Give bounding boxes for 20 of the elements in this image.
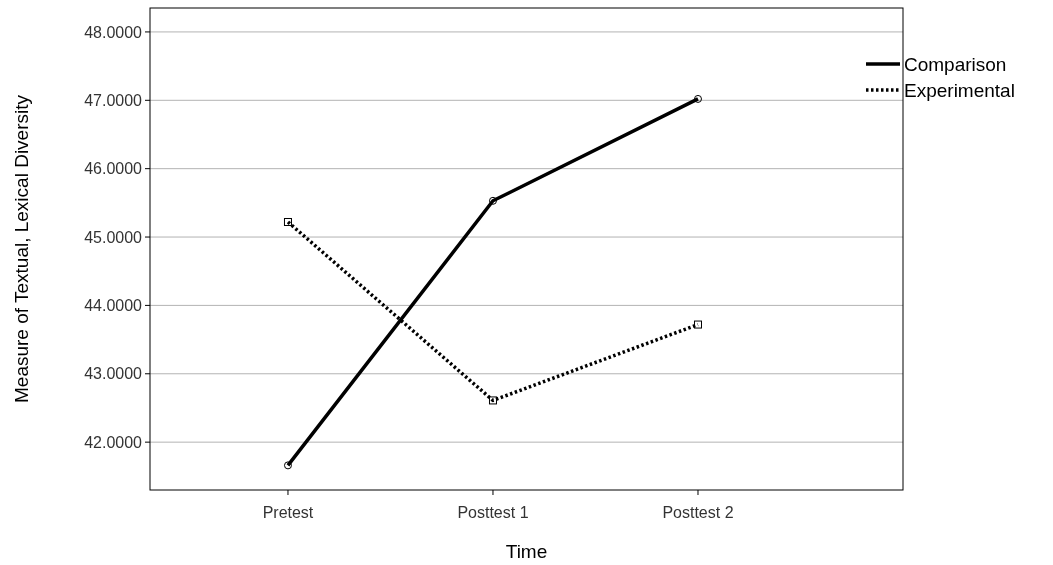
- y-axis-title: Measure of Textual, Lexical Diversity: [11, 94, 32, 403]
- point: [488, 196, 497, 205]
- y-tick-label: 48.0000: [84, 23, 143, 41]
- point: [283, 461, 292, 470]
- x-tick-label: Posttest 2: [662, 504, 734, 521]
- x-tick-label: Posttest 1: [457, 504, 529, 521]
- x-axis-title: Time: [505, 541, 548, 562]
- y-tick-label: 43.0000: [84, 365, 143, 383]
- point: [283, 217, 292, 226]
- y-tick-label: 44.0000: [84, 297, 143, 314]
- x-tick-label: Pretest: [262, 504, 314, 521]
- legend-label: Experimental: [904, 79, 1015, 101]
- y-tick-label: 47.0000: [84, 91, 143, 109]
- y-tick-label: 42.0000: [84, 433, 143, 451]
- legend-label: Comparison: [904, 53, 1007, 75]
- point: [693, 94, 702, 103]
- y-tick-label: 45.0000: [84, 228, 143, 246]
- point: [693, 320, 702, 329]
- point: [488, 396, 497, 405]
- y-tick-label: 46.0000: [84, 160, 143, 178]
